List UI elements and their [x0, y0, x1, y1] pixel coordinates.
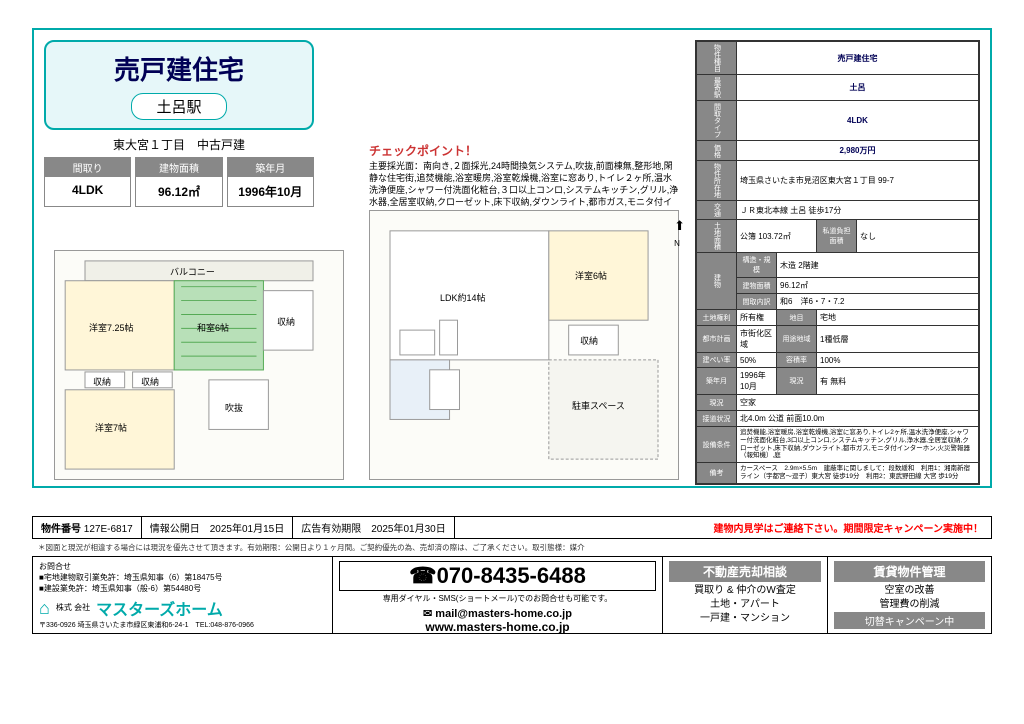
info-bar: 物件番号 127E-6817 情報公開日 2025年01月15日 広告有効期限 … [32, 516, 992, 539]
room-7: 洋室7帖 [95, 421, 127, 434]
room-wa6: 和室6帖 [197, 321, 229, 334]
spec-layout: 間取り 4LDK [44, 157, 131, 207]
spec-area: 建物面積 96.12㎡ [135, 157, 222, 207]
station-badge: 土呂駅 [131, 93, 226, 120]
footer: 物件番号 127E-6817 情報公開日 2025年01月15日 広告有効期限 … [32, 516, 992, 634]
house-icon: ⌂ [39, 598, 50, 619]
title-card: 売戸建住宅 土呂駅 [44, 40, 314, 130]
closet2: 収納 [141, 375, 159, 388]
compass-icon: ⬆N [674, 218, 685, 249]
spec-row: 間取り 4LDK 建物面積 96.12㎡ 築年月 1996年10月 [44, 157, 314, 207]
room-725: 洋室7.25帖 [89, 321, 134, 334]
stairs: 吹抜 [225, 401, 243, 414]
floorplan-2f: バルコニー 洋室7.25帖 和室6帖 収納 洋室7帖 収納 収納 吹抜 [54, 250, 344, 480]
mail-icon: ✉ [423, 608, 432, 620]
company-name: マスターズホーム [96, 596, 223, 620]
floorplan-1f: LDK約14帖 洋室6帖 収納 駐車スペース [369, 210, 679, 480]
checkpoint-title: チェックポイント！ [369, 142, 477, 159]
location-subline: 東大宮１丁目 中古戸建 [44, 136, 314, 153]
ldk-label: LDK約14帖 [440, 291, 486, 304]
phone-number: ☎070-8435-6488 [339, 561, 656, 591]
property-type: 売戸建住宅 [54, 50, 304, 87]
footer-note: ＊図面と現況が相違する場合には現況を優先させて頂きます。有効期限：公開日より１ヶ… [38, 542, 992, 553]
website: www.masters-home.co.jp [339, 620, 656, 634]
details-table: 物件種目売戸建住宅 最寄駅土呂 間取タイプ4LDK 価格2,980万円 物件所在… [695, 40, 980, 485]
contact-block: お問合せ ■宅地建物取引業免許：埼玉県知事（6）第18475号 ■建設業免許：埼… [32, 556, 992, 634]
storage-1f: 収納 [580, 334, 598, 347]
listing-panel: 売戸建住宅 土呂駅 東大宮１丁目 中古戸建 間取り 4LDK 建物面積 96.1… [32, 28, 992, 488]
balcony-label: バルコニー [170, 265, 215, 278]
spec-year: 築年月 1996年10月 [227, 157, 314, 207]
campaign-notice: 建物内見学はご連絡下さい。期間限定キャンペーン実施中！ [455, 517, 991, 538]
room-6: 洋室6帖 [575, 269, 607, 282]
storage-label: 収納 [277, 315, 295, 328]
parking-label: 駐車スペース [572, 399, 625, 412]
closet1: 収納 [93, 375, 111, 388]
